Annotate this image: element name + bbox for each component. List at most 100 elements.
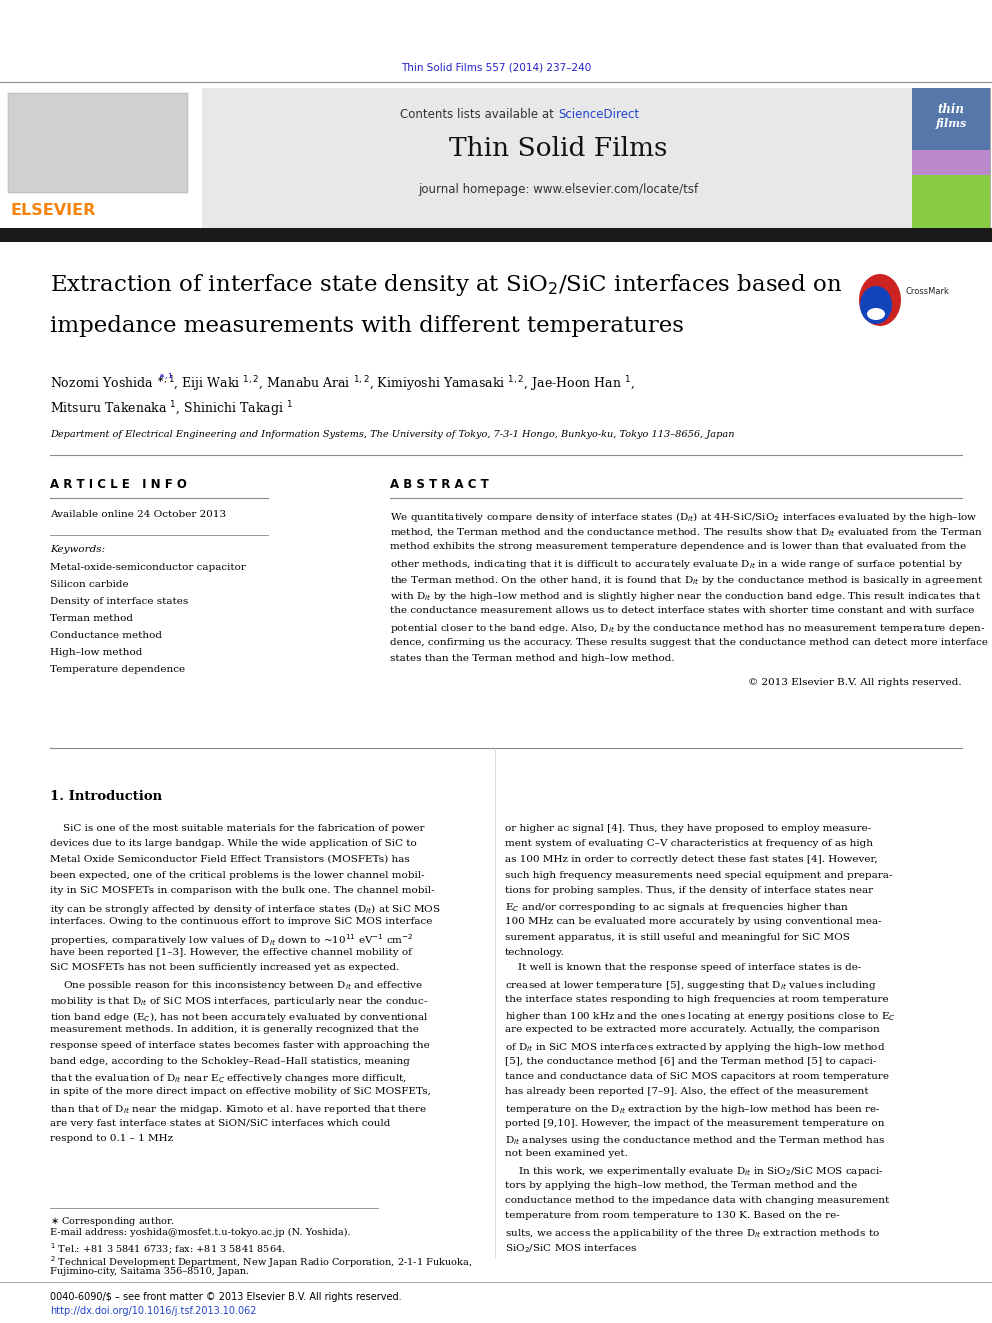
Text: such high frequency measurements need special equipment and prepara-: such high frequency measurements need sp… [505,871,893,880]
Text: Contents lists available at: Contents lists available at [401,108,558,120]
Text: devices due to its large bandgap. While the wide application of SiC to: devices due to its large bandgap. While … [50,840,417,848]
Text: conductance method to the impedance data with changing measurement: conductance method to the impedance data… [505,1196,889,1205]
Text: It well is known that the response speed of interface states is de-: It well is known that the response speed… [505,963,861,972]
Text: films: films [935,118,966,130]
Text: dence, confirming us the accuracy. These results suggest that the conductance me: dence, confirming us the accuracy. These… [390,638,988,647]
Text: potential closer to the band edge. Also, D$_{it}$ by the conductance method has : potential closer to the band edge. Also,… [390,622,986,635]
Text: ment system of evaluating C–V characteristics at frequency of as high: ment system of evaluating C–V characteri… [505,840,873,848]
Ellipse shape [867,308,885,320]
Text: have been reported [1–3]. However, the effective channel mobility of: have been reported [1–3]. However, the e… [50,949,412,957]
Text: or higher ac signal [4]. Thus, they have proposed to employ measure-: or higher ac signal [4]. Thus, they have… [505,824,871,833]
Text: Nozomi Yoshida $^{\ast,1}$, Eiji Waki $^{1,2}$, Manabu Arai $^{1,2}$, Kimiyoshi : Nozomi Yoshida $^{\ast,1}$, Eiji Waki $^… [50,374,635,394]
Text: method, the Terman method and the conductance method. The results show that D$_{: method, the Terman method and the conduc… [390,527,983,538]
Text: creased at lower temperature [5], suggesting that D$_{it}$ values including: creased at lower temperature [5], sugges… [505,979,876,992]
Text: that the evaluation of D$_{it}$ near E$_C$ effectively changes more difficult,: that the evaluation of D$_{it}$ near E$_… [50,1072,407,1085]
Text: $^2$ Technical Development Department, New Japan Radio Corporation, 2-1-1 Fukuok: $^2$ Technical Development Department, N… [50,1254,472,1270]
Text: method exhibits the strong measurement temperature dependence and is lower than : method exhibits the strong measurement t… [390,542,966,550]
Ellipse shape [859,274,901,325]
Text: A B S T R A C T: A B S T R A C T [390,478,489,491]
Text: other methods, indicating that it is difficult to accurately evaluate D$_{it}$ i: other methods, indicating that it is dif… [390,558,963,572]
Text: ported [9,10]. However, the impact of the measurement temperature on: ported [9,10]. However, the impact of th… [505,1118,885,1127]
Text: has already been reported [7–9]. Also, the effect of the measurement: has already been reported [7–9]. Also, t… [505,1088,869,1097]
Text: Density of interface states: Density of interface states [50,597,188,606]
Bar [912,89,990,228]
Text: technology.: technology. [505,949,564,957]
Text: sults, we access the applicability of the three D$_{it}$ extraction methods to: sults, we access the applicability of th… [505,1226,880,1240]
Bar [0,228,992,242]
Text: Mitsuru Takenaka $^{1}$, Shinichi Takagi $^{1}$: Mitsuru Takenaka $^{1}$, Shinichi Takagi… [50,400,293,418]
Text: © 2013 Elsevier B.V. All rights reserved.: © 2013 Elsevier B.V. All rights reserved… [748,677,962,687]
Text: the Terman method. On the other hand, it is found that D$_{it}$ by the conductan: the Terman method. On the other hand, it… [390,574,984,587]
Text: response speed of interface states becomes faster with approaching the: response speed of interface states becom… [50,1041,430,1050]
Text: properties, comparatively low values of D$_{it}$ down to ~10$^{11}$ eV$^{-1}$ cm: properties, comparatively low values of … [50,933,414,949]
Text: of D$_{it}$ in SiC MOS interfaces extracted by applying the high–low method: of D$_{it}$ in SiC MOS interfaces extrac… [505,1041,885,1054]
Text: SiC is one of the most suitable materials for the fabrication of power: SiC is one of the most suitable material… [50,824,425,833]
Text: [5], the conductance method [6] and the Terman method [5] to capaci-: [5], the conductance method [6] and the … [505,1057,876,1065]
Text: ity can be strongly affected by density of interface states (D$_{it}$) at SiC MO: ity can be strongly affected by density … [50,901,440,916]
Text: Conductance method: Conductance method [50,631,162,640]
Text: Thin Solid Films 557 (2014) 237–240: Thin Solid Films 557 (2014) 237–240 [401,62,591,71]
Bar [912,89,990,149]
Text: 1. Introduction: 1. Introduction [50,790,162,803]
Text: tions for probing samples. Thus, if the density of interface states near: tions for probing samples. Thus, if the … [505,886,873,894]
Text: temperature from room temperature to 130 K. Based on the re-: temperature from room temperature to 130… [505,1212,840,1221]
Text: 0040-6090/$ – see front matter © 2013 Elsevier B.V. All rights reserved.: 0040-6090/$ – see front matter © 2013 El… [50,1293,402,1302]
Text: Department of Electrical Engineering and Information Systems, The University of : Department of Electrical Engineering and… [50,430,734,439]
Text: High–low method: High–low method [50,648,143,658]
Text: Metal-oxide-semiconductor capacitor: Metal-oxide-semiconductor capacitor [50,564,246,572]
Text: in spite of the more direct impact on effective mobility of SiC MOSFETs,: in spite of the more direct impact on ef… [50,1088,431,1097]
Text: been expected, one of the critical problems is the lower channel mobil-: been expected, one of the critical probl… [50,871,425,880]
Text: temperature on the D$_{it}$ extraction by the high–low method has been re-: temperature on the D$_{it}$ extraction b… [505,1103,881,1117]
Text: Thin Solid Films: Thin Solid Films [448,136,668,161]
Text: band edge, according to the Schokley–Read–Hall statistics, meaning: band edge, according to the Schokley–Rea… [50,1057,410,1065]
Ellipse shape [860,286,892,324]
Text: Metal Oxide Semiconductor Field Effect Transistors (MOSFETs) has: Metal Oxide Semiconductor Field Effect T… [50,855,410,864]
Text: states than the Terman method and high–low method.: states than the Terman method and high–l… [390,654,675,663]
Text: Available online 24 October 2013: Available online 24 October 2013 [50,509,226,519]
Text: are very fast interface states at SiON/SiC interfaces which could: are very fast interface states at SiON/S… [50,1118,391,1127]
Text: are expected to be extracted more accurately. Actually, the comparison: are expected to be extracted more accura… [505,1025,880,1035]
Text: $^1$ Tel.: +81 3 5841 6733; fax: +81 3 5841 8564.: $^1$ Tel.: +81 3 5841 6733; fax: +81 3 5… [50,1241,286,1256]
Text: ity in SiC MOSFETs in comparison with the bulk one. The channel mobil-: ity in SiC MOSFETs in comparison with th… [50,886,434,894]
Text: the interface states responding to high frequencies at room temperature: the interface states responding to high … [505,995,889,1004]
Bar [8,93,188,193]
Text: $^{\ast,1}$: $^{\ast,1}$ [158,374,174,382]
Text: Extraction of interface state density at SiO$_2$/SiC interfaces based on: Extraction of interface state density at… [50,273,842,298]
Text: SiC MOSFETs has not been sufficiently increased yet as expected.: SiC MOSFETs has not been sufficiently in… [50,963,400,972]
Text: $\ast$ Corresponding author.: $\ast$ Corresponding author. [50,1215,175,1228]
Bar [0,89,202,228]
Text: Fujimino-city, Saitama 356–8510, Japan.: Fujimino-city, Saitama 356–8510, Japan. [50,1267,249,1275]
Text: One possible reason for this inconsistency between D$_{it}$ and effective: One possible reason for this inconsisten… [50,979,424,992]
Text: mobility is that D$_{it}$ of SiC MOS interfaces, particularly near the conduc-: mobility is that D$_{it}$ of SiC MOS int… [50,995,429,1008]
Text: http://dx.doi.org/10.1016/j.tsf.2013.10.062: http://dx.doi.org/10.1016/j.tsf.2013.10.… [50,1306,257,1316]
Text: tion band edge (E$_C$), has not been accurately evaluated by conventional: tion band edge (E$_C$), has not been acc… [50,1009,429,1024]
Text: impedance measurements with different temperatures: impedance measurements with different te… [50,315,683,337]
Text: Keywords:: Keywords: [50,545,105,554]
Text: A R T I C L E   I N F O: A R T I C L E I N F O [50,478,186,491]
Text: tors by applying the high–low method, the Terman method and the: tors by applying the high–low method, th… [505,1180,857,1189]
Text: Terman method: Terman method [50,614,133,623]
Text: In this work, we experimentally evaluate D$_{it}$ in SiO$_2$/SiC MOS capaci-: In this work, we experimentally evaluate… [505,1166,884,1177]
Text: measurement methods. In addition, it is generally recognized that the: measurement methods. In addition, it is … [50,1025,419,1035]
Text: E-mail address: yoshida@mosfet.t.u-tokyo.ac.jp (N. Yoshida).: E-mail address: yoshida@mosfet.t.u-tokyo… [50,1228,350,1237]
Text: not been examined yet.: not been examined yet. [505,1150,628,1159]
Text: thin: thin [937,103,964,116]
Text: than that of D$_{it}$ near the midgap. Kimoto et al. have reported that there: than that of D$_{it}$ near the midgap. K… [50,1103,428,1117]
Text: higher than 100 kHz and the ones locating at energy positions close to E$_C$: higher than 100 kHz and the ones locatin… [505,1009,896,1023]
Text: SiO$_2$/SiC MOS interfaces: SiO$_2$/SiC MOS interfaces [505,1242,638,1256]
Text: ScienceDirect: ScienceDirect [558,108,639,120]
Text: journal homepage: www.elsevier.com/locate/tsf: journal homepage: www.elsevier.com/locat… [418,183,698,196]
Text: D$_{it}$ analyses using the conductance method and the Terman method has: D$_{it}$ analyses using the conductance … [505,1134,886,1147]
Text: respond to 0.1 – 1 MHz: respond to 0.1 – 1 MHz [50,1134,174,1143]
Text: tance and conductance data of SiC MOS capacitors at room temperature: tance and conductance data of SiC MOS ca… [505,1072,889,1081]
Bar [202,89,912,228]
Text: Silicon carbide: Silicon carbide [50,579,129,589]
Text: E$_C$ and/or corresponding to ac signals at frequencies higher than: E$_C$ and/or corresponding to ac signals… [505,901,849,914]
Text: as 100 MHz in order to correctly detect these fast states [4]. However,: as 100 MHz in order to correctly detect … [505,855,878,864]
Bar [912,175,990,228]
Text: Temperature dependence: Temperature dependence [50,665,186,673]
Text: with D$_{it}$ by the high–low method and is slightly higher near the conduction : with D$_{it}$ by the high–low method and… [390,590,981,603]
Bar [912,149,990,175]
Text: We quantitatively compare density of interface states (D$_{it}$) at 4H-SiC/SiO$_: We quantitatively compare density of int… [390,509,977,524]
Text: 100 MHz can be evaluated more accurately by using conventional mea-: 100 MHz can be evaluated more accurately… [505,917,882,926]
